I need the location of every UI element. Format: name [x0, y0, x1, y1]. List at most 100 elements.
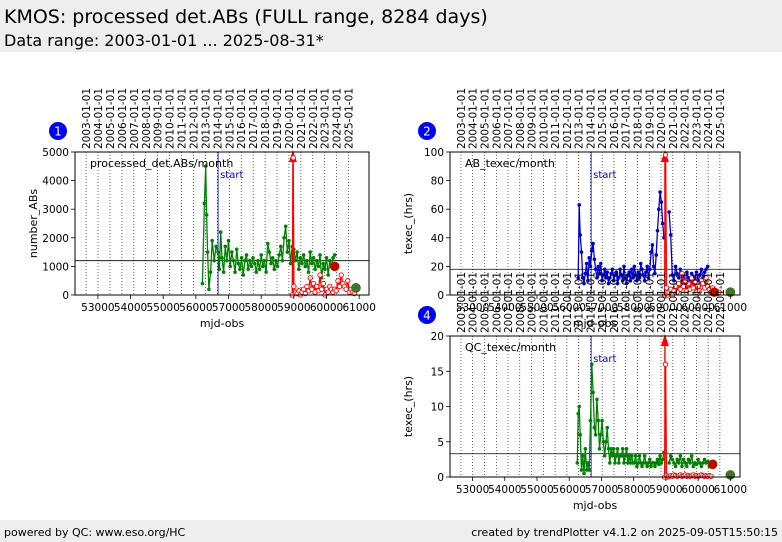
series-point	[694, 270, 699, 274]
series-point	[217, 267, 222, 272]
series-point	[599, 432, 603, 437]
series-point	[608, 461, 612, 465]
year-tick-label: 2004-01-01	[468, 88, 480, 149]
x-tick-label: 59000	[649, 302, 682, 314]
series-point	[649, 464, 653, 469]
year-tick-label: 2022-01-01	[680, 272, 692, 333]
series-point	[295, 250, 299, 254]
series-point	[635, 278, 639, 283]
year-tick-label: 2003-01-01	[81, 88, 93, 149]
year-tick-label: 2004-01-01	[93, 88, 105, 149]
panel-number-badge	[49, 122, 67, 140]
x-tick-label: 57000	[585, 484, 618, 496]
series-point	[290, 155, 296, 161]
series-point	[588, 418, 593, 423]
year-tick-label: 2022-01-01	[308, 88, 320, 149]
series-point	[702, 270, 707, 274]
year-tick-label: 2018-01-01	[633, 272, 645, 333]
series-point	[675, 457, 679, 462]
series-point	[259, 253, 264, 257]
series-point	[597, 271, 602, 276]
series-point	[310, 261, 314, 266]
series-point	[593, 267, 598, 272]
year-tick-label: 2005-01-01	[480, 88, 492, 149]
y-tick-label: 1000	[42, 261, 69, 273]
series-point	[692, 279, 698, 285]
panel-number-text: 4	[423, 309, 431, 323]
series-point	[672, 461, 676, 465]
series-point	[683, 461, 688, 465]
series-point	[611, 278, 616, 283]
series-point	[638, 461, 643, 465]
series-point	[653, 271, 657, 276]
series-point	[626, 461, 630, 465]
series-point	[310, 280, 317, 287]
series-point	[606, 281, 611, 286]
series-point	[619, 454, 624, 458]
year-tick-label: 2009-01-01	[153, 88, 165, 149]
x-tick-label: 57000	[212, 302, 245, 314]
series-point	[679, 270, 685, 277]
series-point	[602, 454, 607, 458]
series-point	[640, 267, 644, 272]
series-point	[627, 270, 631, 274]
series-point	[599, 261, 603, 266]
y-tick-label: 10	[431, 402, 444, 414]
series-point	[636, 270, 640, 274]
series-point	[651, 264, 656, 269]
series-point	[578, 233, 582, 237]
series-point	[336, 283, 343, 290]
series-point	[604, 276, 608, 280]
series-point	[210, 238, 214, 243]
series-point	[645, 464, 649, 469]
x-tick-label: 60000	[310, 302, 343, 314]
x-tick-label: 56000	[553, 302, 586, 314]
series-point	[622, 461, 626, 465]
series-point	[296, 267, 301, 272]
series-point	[662, 361, 669, 367]
series-point	[680, 283, 687, 290]
series-point	[325, 289, 331, 295]
series-point	[633, 454, 638, 458]
x-tick-label: 53000	[81, 302, 114, 314]
series-point	[595, 397, 599, 402]
series-point	[699, 464, 704, 469]
series-point	[311, 256, 316, 260]
series-point	[202, 201, 207, 206]
series-point	[239, 256, 244, 260]
series-point	[640, 464, 644, 469]
series-point	[613, 461, 617, 465]
year-tick-label: 2021-01-01	[668, 272, 680, 333]
series-point	[592, 257, 597, 262]
x-tick-label: 53000	[456, 302, 489, 314]
series-point	[608, 276, 612, 280]
series-point	[682, 278, 688, 284]
series-point	[241, 273, 246, 277]
series-point	[626, 273, 630, 277]
series-point	[583, 271, 588, 276]
series-point	[624, 281, 629, 286]
series-point	[251, 256, 255, 260]
series-point	[207, 287, 211, 292]
series-point	[655, 457, 660, 462]
series-point	[658, 454, 662, 458]
series-point	[208, 270, 213, 274]
series-point	[681, 457, 686, 462]
series-point	[610, 267, 615, 272]
x-tick-label: 56000	[553, 484, 586, 496]
year-tick-label: 2008-01-01	[141, 88, 153, 149]
series-point	[632, 264, 637, 269]
series-point	[662, 152, 669, 158]
series-point	[272, 267, 277, 272]
series-point	[605, 425, 610, 430]
x-tick-label: 61000	[342, 302, 375, 314]
series-point	[343, 286, 349, 292]
series-point	[604, 439, 608, 444]
series-point	[291, 283, 297, 290]
panel-number-badge	[418, 306, 436, 324]
series-point	[622, 264, 626, 269]
series-point	[577, 203, 582, 207]
series-point	[277, 253, 281, 257]
series-point	[274, 258, 278, 263]
series-point	[313, 267, 317, 272]
